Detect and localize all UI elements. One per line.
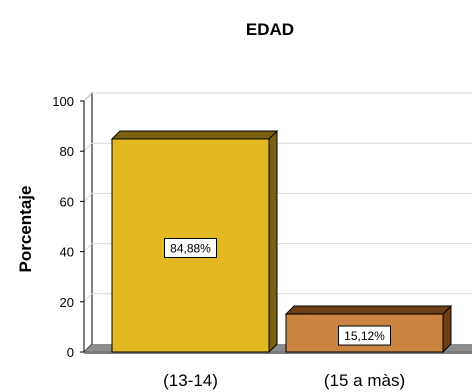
y-tick-label: 80 [60, 144, 74, 159]
y-tick-label: 40 [60, 245, 74, 260]
plot-side-wall [84, 93, 92, 352]
bar-top [286, 306, 451, 314]
x-tick-label: (15 a màs) [324, 371, 405, 390]
y-tick-label: 0 [67, 345, 74, 360]
y-tick-label: 60 [60, 194, 74, 209]
bar-top [112, 131, 277, 139]
x-tick-label: (13-14) [163, 371, 218, 390]
y-tick-label: 20 [60, 295, 74, 310]
data-label: 84,88% [170, 241, 211, 255]
bar-side [269, 131, 277, 352]
y-tick-label: 100 [52, 94, 74, 109]
data-label: 15,12% [344, 329, 385, 343]
